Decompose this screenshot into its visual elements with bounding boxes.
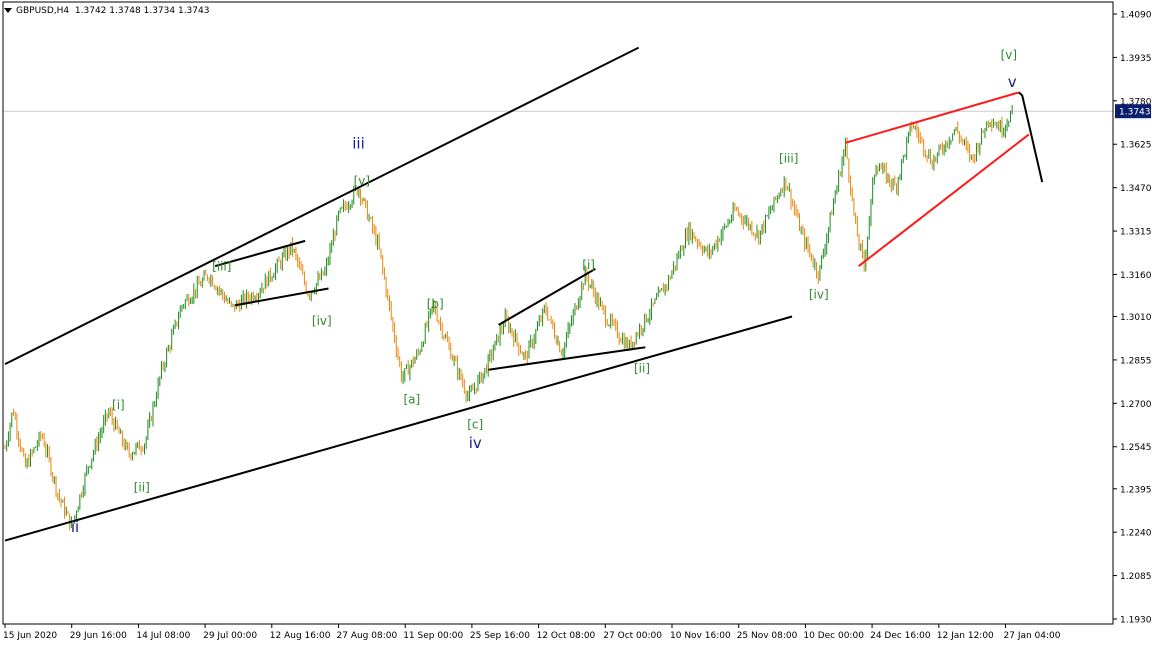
ending-diagonal-upper-line[interactable] [845, 91, 1020, 144]
y-tick-label: 1.2240 [1120, 529, 1152, 539]
wave-label: iv [469, 434, 482, 452]
x-tick-label: 15 Jun 2020 [3, 631, 57, 641]
y-tick-label: 1.2395 [1120, 485, 1152, 495]
wave-label: [ii] [634, 362, 650, 376]
x-tick-label: 10 Nov 16:00 [670, 631, 731, 641]
x-tick-label: 27 Jan 04:00 [1004, 631, 1061, 641]
current-price-marker [1115, 104, 1151, 119]
projection-2-line[interactable] [1021, 95, 1044, 183]
y-tick-label: 1.3160 [1120, 271, 1152, 281]
x-tick-label: 12 Oct 08:00 [537, 631, 596, 641]
wave-label: [a] [404, 392, 421, 406]
wave-label: [i] [582, 258, 595, 272]
y-tick-label: 1.2855 [1120, 356, 1152, 366]
ending-diagonal-lower-line[interactable] [858, 133, 1030, 267]
x-tick-label: 12 Jan 12:00 [937, 631, 994, 641]
current-price-label: 1.3743 [1119, 108, 1151, 118]
y-tick-label: 1.3010 [1120, 313, 1152, 323]
symbol-header: GBPUSD,H4 1.3742 1.3748 1.3734 1.3743 [4, 6, 209, 16]
triangle-2-upper-line[interactable] [498, 268, 596, 326]
x-tick-label: 24 Dec 16:00 [870, 631, 931, 641]
y-tick-label: 1.2545 [1120, 443, 1152, 453]
wave-label: [iv] [809, 287, 829, 301]
wave-label: [ii] [134, 481, 150, 495]
wave-label: [iii] [212, 259, 231, 273]
y-tick-label: 1.3780 [1120, 97, 1152, 107]
wave-label: v [1008, 73, 1017, 91]
x-tick-label: 10 Dec 00:00 [803, 631, 864, 641]
wave-label: ii [71, 518, 79, 536]
triangle-1-lower-line[interactable] [234, 287, 329, 307]
x-tick-label: 11 Sep 00:00 [403, 631, 463, 641]
y-tick-label: 1.2085 [1120, 572, 1152, 582]
wave-label: [iv] [312, 314, 332, 328]
wave-label: iii [352, 134, 365, 152]
symbol-label: GBPUSD,H4 [16, 6, 70, 16]
ohlc-values: 1.3742 1.3748 1.3734 1.3743 [74, 6, 210, 16]
collapse-triangle-icon[interactable] [4, 8, 12, 13]
wave-label: [iii] [779, 151, 798, 165]
x-tick-label: 27 Aug 08:00 [337, 631, 398, 641]
wave-label: [b] [427, 297, 444, 311]
plot-frame [2, 1, 1114, 625]
y-tick-label: 1.2700 [1120, 400, 1152, 410]
wave-label: [v] [354, 174, 370, 188]
x-tick-label: 27 Oct 00:00 [603, 631, 662, 641]
x-tick-label: 25 Nov 08:00 [737, 631, 798, 641]
x-tick-label: 14 Jul 08:00 [136, 631, 190, 641]
wave-label: [c] [467, 418, 483, 432]
x-tick-label: 25 Sep 16:00 [470, 631, 530, 641]
x-tick-label: 29 Jul 00:00 [203, 631, 257, 641]
triangle-2-lower-line[interactable] [488, 346, 646, 371]
projection-1-line[interactable] [1018, 91, 1023, 96]
x-tick-label: 12 Aug 16:00 [270, 631, 331, 641]
y-tick-label: 1.3935 [1120, 54, 1152, 64]
y-tick-label: 1.3470 [1120, 184, 1152, 194]
x-tick-label: 29 Jun 16:00 [70, 631, 127, 641]
wave-label: [i] [112, 398, 125, 412]
triangle-1-upper-line[interactable] [214, 239, 306, 268]
channel-upper-line[interactable] [4, 46, 640, 366]
y-tick-label: 1.3625 [1120, 141, 1152, 151]
wave-label: [v] [1001, 48, 1017, 62]
y-tick-label: 1.3315 [1120, 228, 1152, 238]
y-tick-label: 1.4090 [1120, 11, 1152, 21]
channel-lower-line[interactable] [4, 315, 793, 542]
y-tick-label: 1.1930 [1120, 616, 1152, 626]
